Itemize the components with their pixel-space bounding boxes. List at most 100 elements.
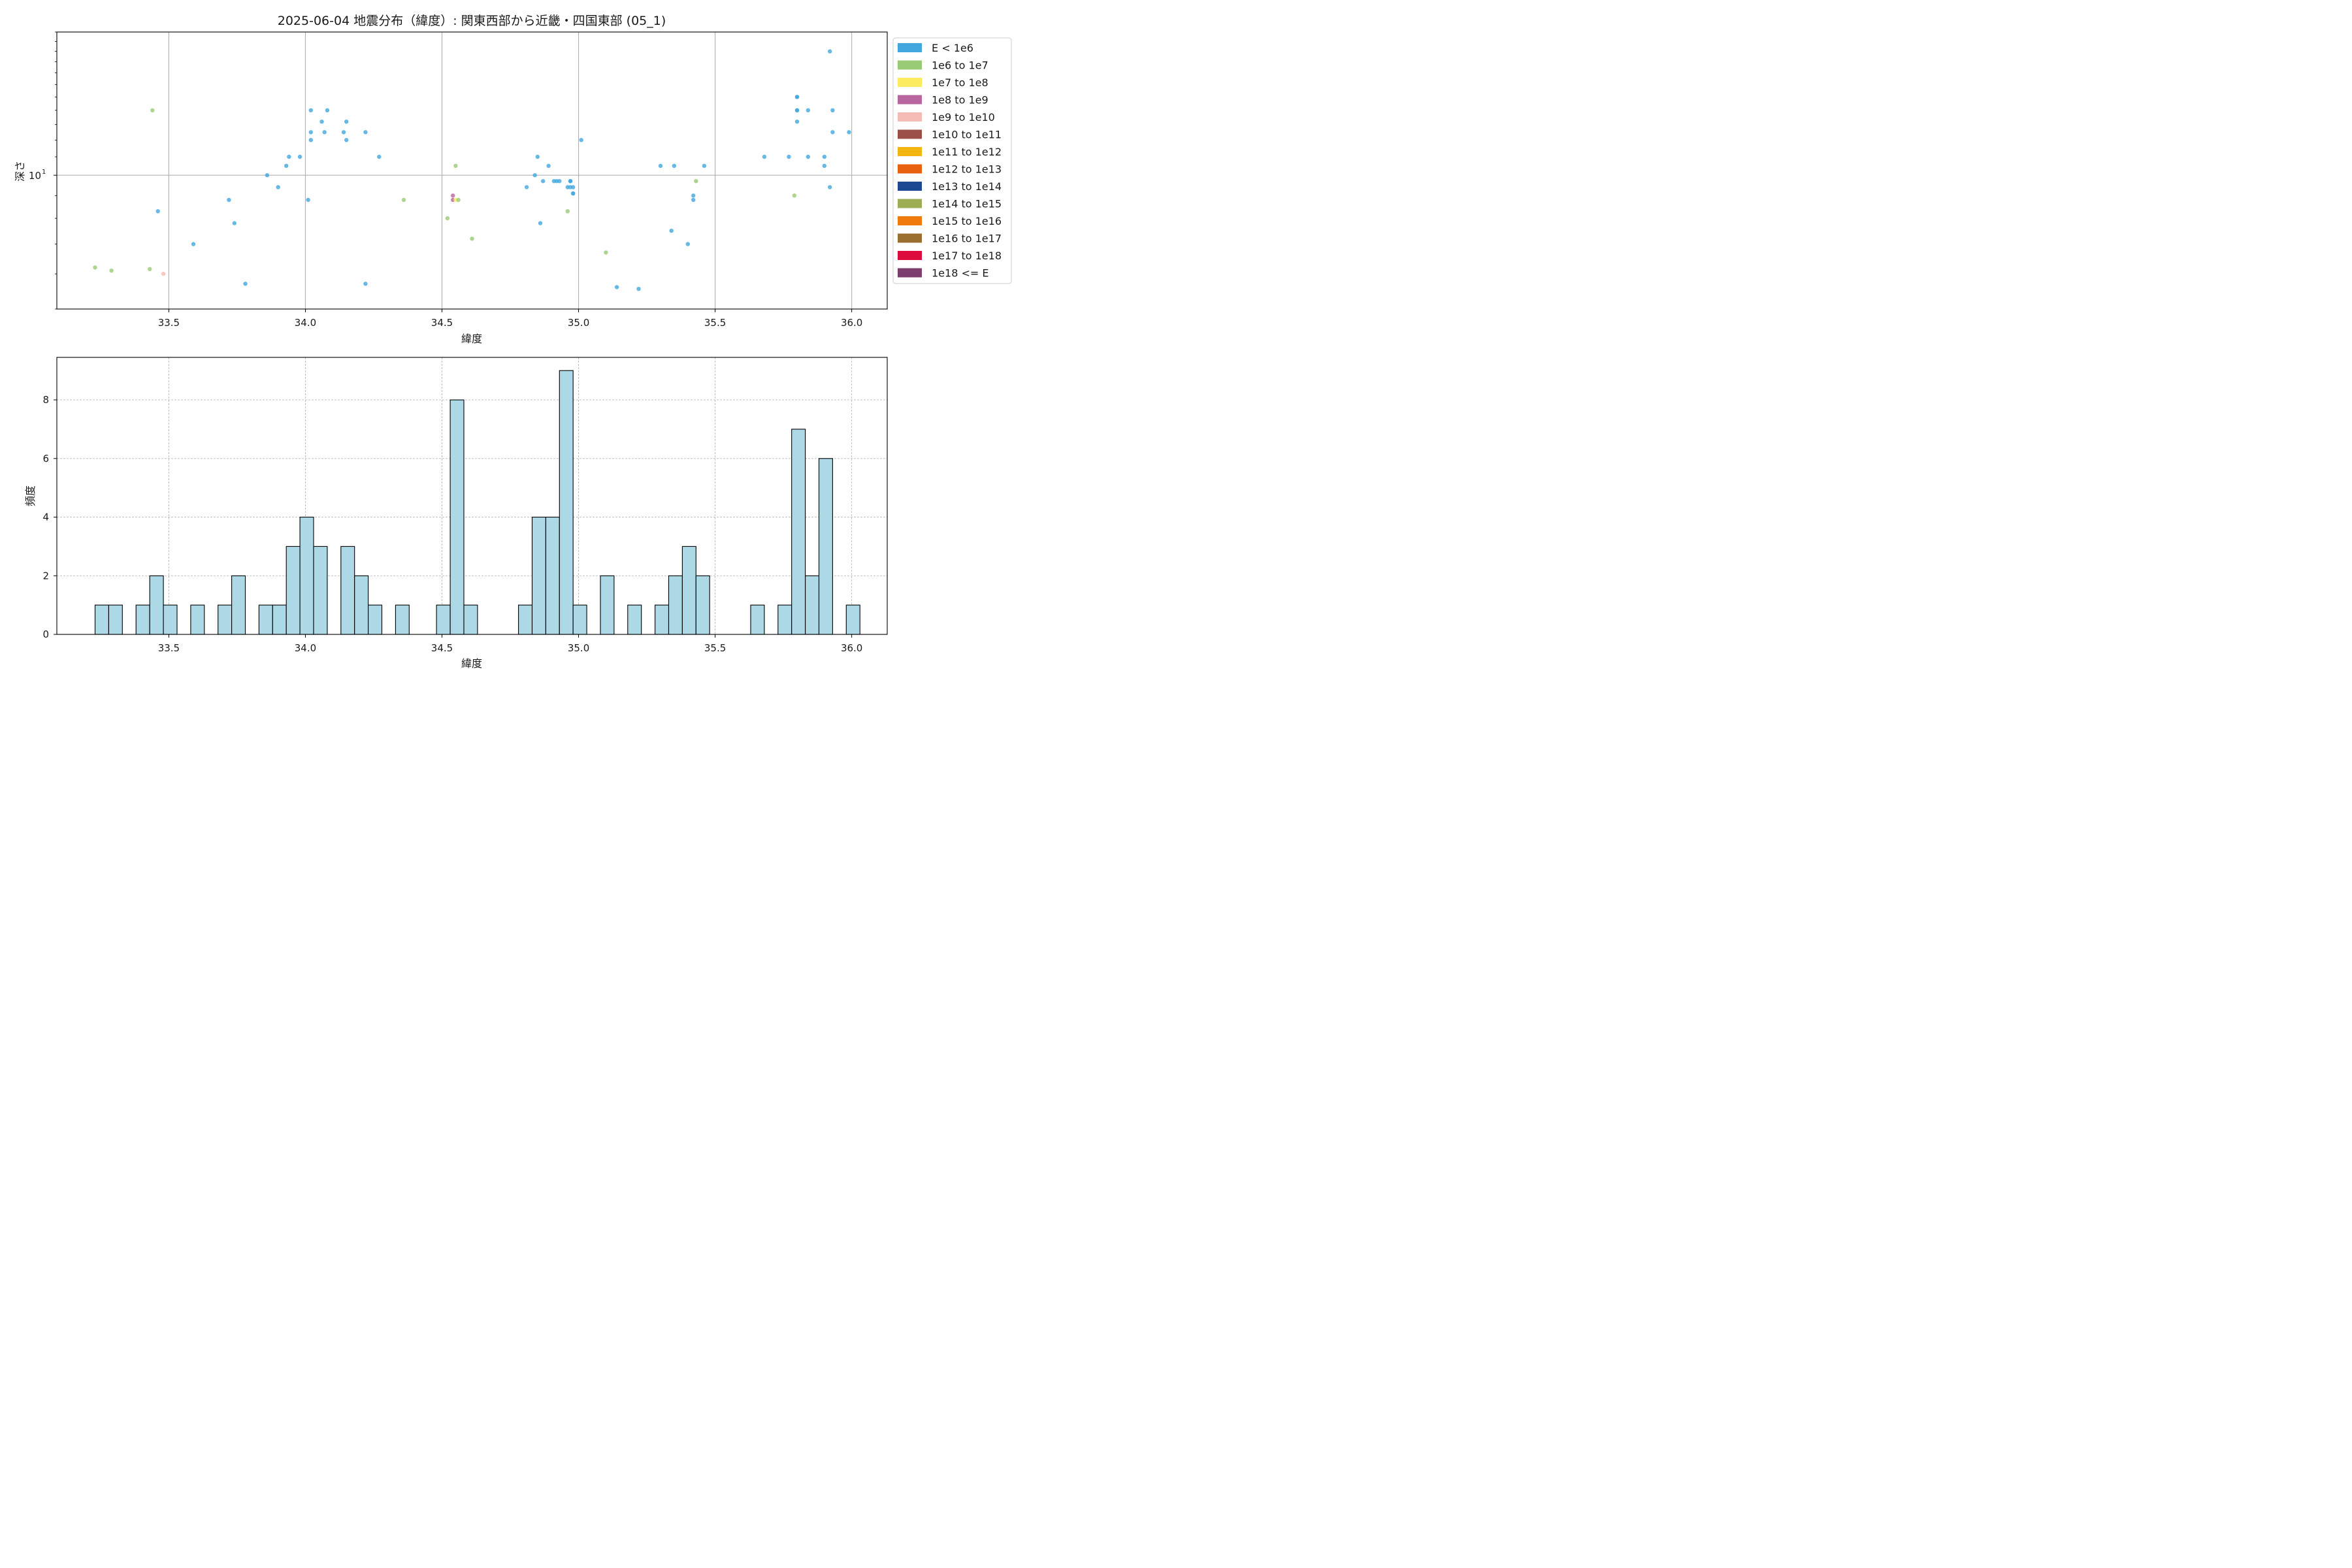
histogram-bar	[354, 575, 369, 635]
legend-swatch	[898, 95, 922, 105]
scatter-point	[109, 269, 114, 273]
histogram-x-tick-label: 33.5	[158, 642, 180, 654]
legend-swatch	[898, 251, 922, 260]
legend-swatch	[898, 60, 922, 70]
scatter-x-tick-label: 33.5	[158, 317, 180, 329]
scatter-point	[535, 154, 540, 159]
legend-swatch	[898, 129, 922, 139]
histogram-y-tick-label: 0	[42, 629, 49, 640]
histogram-bar	[436, 604, 451, 635]
histogram-bar	[777, 604, 792, 635]
histogram-bar	[395, 604, 410, 635]
histogram-panel: 33.5 34.0 34.5 35.0 35.5 36.0 0 2 4 6 8 緯度 頻度	[24, 357, 888, 670]
scatter-point	[794, 120, 800, 124]
histogram-x-axis-label: 緯度	[461, 657, 482, 670]
scatter-point	[445, 216, 450, 221]
scatter-point	[524, 185, 529, 189]
histogram-y-ticks: 0 2 4 6 8	[42, 394, 57, 640]
legend-label: 1e12 to 1e13	[932, 163, 1002, 176]
scatter-point	[762, 154, 767, 159]
scatter-point	[319, 120, 324, 124]
scatter-point	[691, 197, 696, 203]
histogram-bar	[286, 546, 301, 635]
legend-items: E < 1e6 1e6 to 1e7 1e7 to 1e8 1e8 to 1e9 1e9…	[898, 42, 1002, 280]
scatter-point	[470, 237, 474, 241]
scatter-frame	[56, 31, 888, 310]
scatter-y-ticks: 10 1	[29, 31, 57, 310]
histogram-bar	[627, 604, 642, 635]
legend-swatch	[898, 182, 922, 191]
scatter-point	[306, 197, 310, 203]
scatter-point	[571, 185, 576, 189]
scatter-point	[828, 185, 832, 189]
legend-swatch	[898, 147, 922, 156]
legend-swatch	[898, 268, 922, 278]
scatter-point	[806, 154, 811, 159]
histogram-bar	[681, 546, 696, 635]
scatter-point	[847, 130, 851, 135]
histogram-bar	[299, 516, 314, 635]
histogram-bar	[449, 399, 465, 635]
scatter-point	[451, 193, 455, 198]
legend-label: 1e7 to 1e8	[932, 76, 988, 89]
histogram-bar	[149, 575, 164, 635]
scatter-point	[694, 179, 698, 184]
scatter-point	[614, 285, 619, 289]
histogram-bar	[108, 604, 123, 635]
scatter-point	[297, 154, 302, 159]
histogram-bar	[600, 575, 615, 635]
histogram-bar	[518, 604, 533, 635]
scatter-point	[363, 130, 368, 135]
scatter-x-tick-label: 34.0	[295, 317, 316, 329]
scatter-point	[541, 179, 546, 184]
histogram-bar	[190, 604, 205, 635]
scatter-points	[93, 49, 851, 291]
scatter-point	[787, 154, 791, 159]
scatter-x-tick-label: 36.0	[841, 317, 862, 329]
scatter-y-axis-label: 深さ	[14, 161, 26, 182]
legend-swatch	[898, 199, 922, 208]
scatter-point	[538, 221, 543, 225]
histogram-bar	[559, 370, 574, 635]
scatter-point	[148, 267, 152, 271]
scatter-point	[453, 163, 458, 168]
scatter-point	[806, 108, 811, 112]
histogram-x-tick-label: 35.0	[568, 642, 589, 654]
legend-label: 1e15 to 1e16	[932, 215, 1002, 227]
histogram-y-tick-label: 8	[42, 394, 49, 406]
scatter-point	[702, 163, 707, 168]
scatter-point	[243, 282, 248, 286]
scatter-point	[344, 138, 349, 142]
scatter-x-tick-label: 35.5	[704, 317, 726, 329]
histogram-y-tick-label: 2	[42, 570, 49, 581]
histogram-bar	[695, 575, 710, 635]
histogram-bar	[94, 604, 109, 635]
scatter-point	[822, 154, 827, 159]
histogram-bar	[818, 458, 833, 635]
histogram-x-tick-label: 34.5	[431, 642, 453, 654]
scatter-point	[557, 179, 562, 184]
scatter-point	[155, 209, 160, 214]
scatter-point	[691, 193, 696, 198]
histogram-bar	[572, 604, 587, 635]
legend: E < 1e6 1e6 to 1e7 1e7 to 1e8 1e8 to 1e9 1e9…	[892, 37, 1012, 284]
histogram-bar	[805, 575, 820, 635]
scatter-point	[792, 193, 797, 198]
scatter-point	[565, 209, 570, 214]
histogram-bar	[791, 429, 806, 635]
histogram-bar	[218, 604, 233, 635]
scatter-point	[669, 229, 674, 233]
scatter-point	[830, 130, 835, 135]
scatter-point	[284, 163, 289, 168]
histogram-bar	[531, 516, 546, 635]
scatter-point	[546, 163, 551, 168]
histogram-x-tick-label: 34.0	[295, 642, 316, 654]
scatter-point	[828, 49, 832, 54]
histogram-bar	[272, 604, 287, 635]
scatter-point	[227, 197, 231, 203]
scatter-point	[658, 163, 663, 168]
scatter-x-axis-label: 緯度	[461, 333, 482, 345]
legend-label: 1e10 to 1e11	[932, 129, 1002, 141]
scatter-point	[287, 154, 291, 159]
scatter-point	[325, 108, 330, 112]
